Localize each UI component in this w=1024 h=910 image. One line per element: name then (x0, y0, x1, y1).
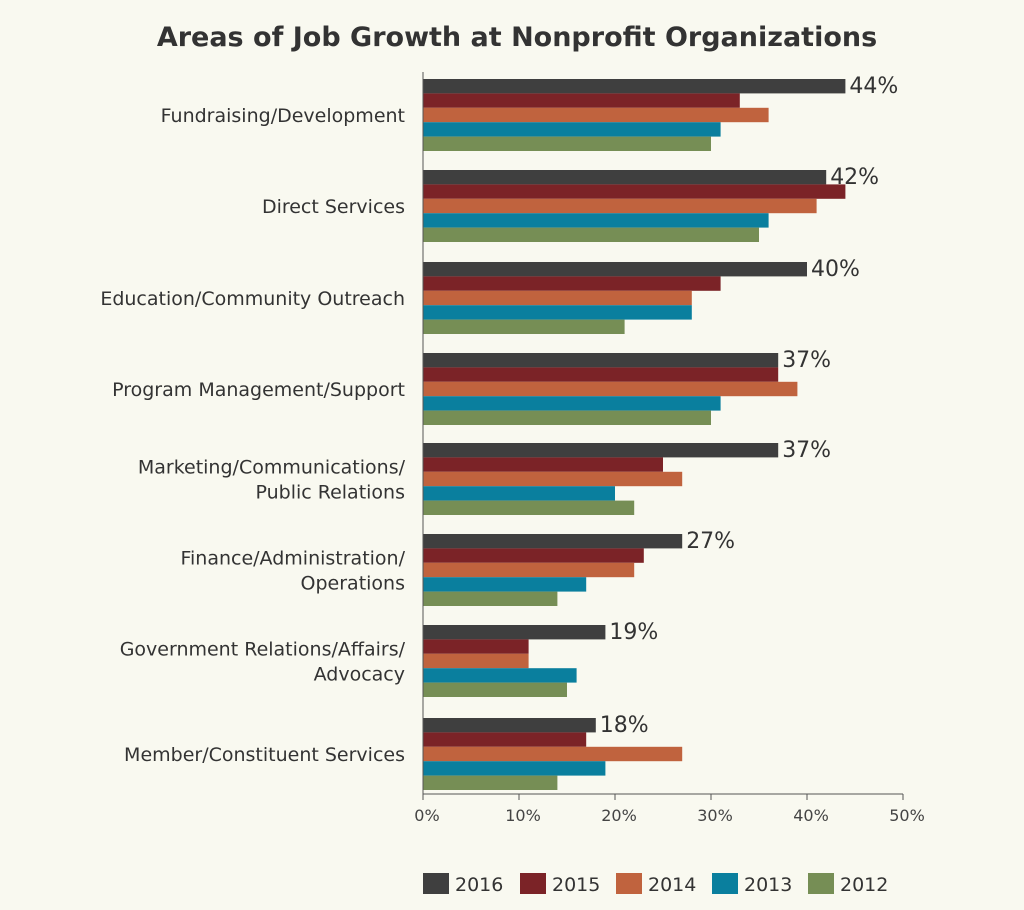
category-label-line: Member/Constituent Services (124, 744, 405, 766)
category-label-7: Member/Constituent Services (124, 744, 405, 766)
legend-label-2012: 2012 (840, 874, 888, 896)
bar-2013-6 (423, 668, 577, 683)
x-tick-label: 30% (697, 806, 733, 825)
bar-2014-3 (423, 381, 798, 397)
category-label-line: Direct Services (262, 196, 405, 218)
bar-2016-2 (423, 262, 807, 277)
bar-2014-4 (423, 471, 683, 487)
category-label-line: Marketing/Communications/ (138, 457, 406, 479)
data-label-7: 18% (600, 713, 649, 738)
x-tick-label: 50% (889, 806, 925, 825)
category-label-0: Fundraising/Development (161, 105, 405, 127)
bar-2012-3 (423, 410, 711, 425)
bar-2014-2 (423, 290, 692, 306)
category-label-4: Marketing/Communications/Public Relation… (138, 457, 406, 504)
legend-swatch-2013 (712, 873, 738, 894)
bars-group (423, 79, 846, 790)
bar-2013-0 (423, 122, 721, 137)
legend-label-2014: 2014 (648, 874, 696, 896)
bar-2015-7 (423, 732, 587, 747)
bar-2014-0 (423, 107, 769, 123)
value-labels: 44% 42% 40% 37% 37% 27% 19% 18% (600, 74, 899, 738)
bar-2013-7 (423, 761, 606, 776)
x-tick-label: 10% (505, 806, 541, 825)
category-label-line: Fundraising/Development (161, 105, 405, 127)
data-label-3: 37% (782, 348, 831, 373)
bar-2016-7 (423, 718, 596, 733)
x-axis: 0% 10% 20% 30% 40% 50% (414, 72, 925, 825)
bar-2012-6 (423, 682, 567, 697)
bar-2012-1 (423, 227, 759, 242)
category-label-line: Program Management/Support (112, 379, 405, 401)
bar-2013-5 (423, 577, 587, 592)
category-label-line: Finance/Administration/ (180, 548, 405, 570)
legend: 2016 2015 2014 2013 2012 (423, 873, 888, 896)
bar-2014-1 (423, 198, 817, 214)
legend-swatch-2012 (808, 873, 834, 894)
bar-2015-6 (423, 639, 529, 654)
data-label-2: 40% (811, 257, 860, 282)
chart-title: Areas of Job Growth at Nonprofit Organiz… (157, 22, 877, 53)
bar-2015-1 (423, 184, 846, 199)
category-label-3: Program Management/Support (112, 379, 405, 401)
x-tick-label: 0% (414, 806, 439, 825)
category-label-line: Government Relations/Affairs/ (120, 639, 406, 661)
bar-2014-7 (423, 746, 683, 762)
bar-2013-1 (423, 213, 769, 228)
bar-2015-3 (423, 367, 779, 382)
bar-2016-0 (423, 79, 846, 94)
data-label-1: 42% (830, 165, 879, 190)
legend-swatch-2015 (520, 873, 546, 894)
bar-2013-2 (423, 305, 692, 320)
category-label-line: Education/Community Outreach (100, 288, 405, 310)
data-label-6: 19% (609, 620, 658, 645)
bar-2016-5 (423, 534, 683, 549)
bar-2012-7 (423, 775, 558, 790)
bar-2014-5 (423, 562, 635, 578)
bar-2014-6 (423, 653, 529, 669)
data-label-4: 37% (782, 438, 831, 463)
legend-swatch-2016 (423, 873, 449, 894)
category-label-2: Education/Community Outreach (100, 288, 405, 310)
category-label-1: Direct Services (262, 196, 405, 218)
data-label-0: 44% (849, 74, 898, 99)
bar-2012-5 (423, 591, 558, 606)
category-label-line: Operations (301, 573, 405, 595)
x-tick-label: 20% (601, 806, 637, 825)
x-tick-label: 40% (793, 806, 829, 825)
category-label-5: Finance/Administration/Operations (180, 548, 405, 595)
data-label-5: 27% (686, 529, 735, 554)
bar-2016-4 (423, 443, 779, 458)
bar-2016-6 (423, 625, 606, 640)
legend-label-2013: 2013 (744, 874, 792, 896)
bar-2016-1 (423, 170, 827, 185)
bar-2015-5 (423, 548, 644, 563)
bar-2012-0 (423, 136, 711, 151)
category-label-6: Government Relations/Affairs/Advocacy (120, 639, 406, 686)
category-label-line: Advocacy (314, 664, 405, 686)
bar-2012-2 (423, 319, 625, 334)
bar-2015-4 (423, 457, 663, 472)
bar-2015-0 (423, 93, 740, 108)
legend-swatch-2014 (616, 873, 642, 894)
bar-2012-4 (423, 500, 635, 515)
legend-label-2015: 2015 (552, 874, 600, 896)
bar-2013-4 (423, 486, 615, 501)
bar-2013-3 (423, 396, 721, 411)
bar-2016-3 (423, 353, 779, 368)
category-label-line: Public Relations (255, 482, 405, 504)
category-labels: Fundraising/Development Direct Services Ed… (100, 105, 405, 766)
legend-label-2016: 2016 (455, 874, 503, 896)
bar-2015-2 (423, 276, 721, 291)
